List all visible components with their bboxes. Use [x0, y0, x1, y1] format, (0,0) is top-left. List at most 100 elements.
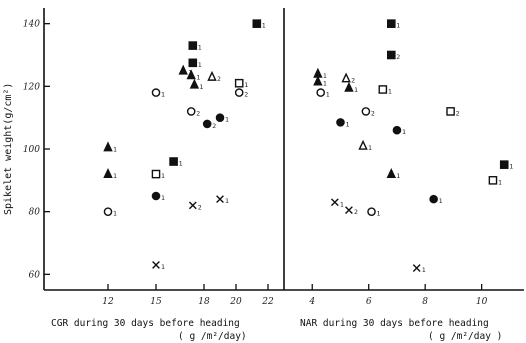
data-point-label: 1	[161, 91, 165, 99]
data-point-square-filled	[386, 50, 396, 60]
data-point-label: 1	[198, 44, 202, 52]
data-point-circle-filled	[202, 119, 212, 129]
data-point-label: 2	[212, 122, 216, 130]
data-point-label: 1	[402, 128, 406, 136]
data-point-label: 2	[217, 75, 221, 83]
data-point-square-open	[378, 85, 388, 94]
data-point-label: 1	[113, 172, 117, 180]
y-tick-label: 100	[23, 145, 40, 155]
data-point-circle-filled	[215, 113, 225, 122]
data-point-square-open	[151, 169, 161, 179]
data-point-triangle-filled	[344, 81, 354, 92]
x-tick-label: 4	[308, 297, 315, 307]
x-tick-label: 18	[198, 297, 210, 307]
data-point-square-filled	[499, 160, 509, 169]
data-point-square-open	[234, 78, 244, 88]
data-point-cross	[188, 201, 197, 210]
data-point-label: 1	[377, 210, 381, 218]
data-point-label: 1	[345, 120, 349, 128]
data-point-circle-open	[361, 107, 371, 116]
data-point-label: 1	[225, 116, 229, 124]
y-tick-label: 140	[23, 20, 40, 30]
data-point-label: 1	[439, 197, 443, 205]
data-point-circle-open	[316, 88, 326, 97]
data-point-triangle-filled	[103, 168, 113, 178]
data-point-label: 1	[368, 144, 372, 152]
data-point-label: 1	[422, 266, 426, 274]
x-tick-label: 15	[150, 297, 162, 307]
data-point-label: 1	[196, 73, 200, 81]
data-point-label: 1	[225, 197, 229, 205]
data-point-triangle-filled	[386, 168, 397, 178]
data-point-label: 1	[396, 22, 400, 30]
data-point-circle-open	[151, 88, 161, 97]
data-point-square-open	[488, 176, 498, 185]
x-tick-label: 8	[422, 297, 428, 307]
data-point-circle-open	[367, 207, 376, 216]
x-axis-label-left: CGR during 30 days before heading	[51, 318, 240, 329]
data-point-label: 1	[161, 172, 165, 180]
data-point-label: 2	[351, 77, 355, 85]
data-point-square-open	[446, 107, 455, 116]
data-point-label: 1	[396, 172, 400, 180]
data-point-label: 2	[456, 109, 460, 117]
data-point-cross	[412, 264, 421, 272]
x-tick-label: 20	[229, 297, 242, 307]
data-point-label: 1	[198, 61, 202, 69]
data-point-triangle-filled	[313, 75, 323, 86]
data-point-triangle-open	[207, 70, 217, 81]
data-point-label: 2	[396, 53, 400, 61]
data-point-label: 2	[196, 109, 200, 117]
x-axis-unit-left: ( g /m²/day)	[178, 331, 247, 342]
y-tick-label: 80	[29, 208, 41, 218]
data-point-label: 1	[340, 200, 344, 208]
x-tick-label: 6	[366, 297, 372, 307]
data-point-circle-filled	[336, 118, 345, 127]
x-axis-label-right: NAR during 30 days before heading	[300, 318, 489, 329]
data-point-square-filled	[188, 58, 198, 68]
data-point-label: 1	[326, 91, 330, 99]
data-point-circle-filled	[392, 125, 402, 135]
data-point-square-filled	[188, 41, 198, 50]
data-point-triangle-filled	[186, 69, 196, 80]
data-point-label: 2	[371, 109, 375, 117]
data-point-square-filled	[252, 19, 262, 28]
data-point-cross	[330, 198, 339, 207]
data-point-square-filled	[386, 19, 396, 28]
data-point-label: 1	[244, 81, 248, 89]
x-tick-label: 10	[476, 297, 488, 307]
data-point-circle-filled	[429, 194, 438, 204]
data-point-label: 1	[179, 160, 183, 168]
x-axis-unit-right: ( g /m²/day )	[428, 331, 502, 342]
chart-marks: 6080100120140121518202211111111111112222…	[23, 19, 513, 307]
data-point-label: 1	[262, 22, 266, 30]
data-point-cross	[345, 206, 353, 214]
x-tick-label: 22	[261, 297, 274, 307]
data-point-label: 2	[244, 91, 248, 99]
data-point-label: 1	[161, 263, 165, 271]
data-point-triangle-open	[358, 139, 368, 150]
data-point-label: 1	[323, 80, 327, 88]
data-point-label: 1	[199, 83, 203, 91]
y-tick-label: 60	[29, 270, 41, 280]
data-point-circle-open	[186, 107, 196, 116]
data-point-label: 1	[161, 194, 165, 202]
data-point-label: 1	[509, 163, 513, 171]
y-axis-label: Spikelet weight(g/cm²)	[3, 83, 14, 215]
data-point-triangle-filled	[178, 64, 188, 75]
data-point-cross	[152, 261, 160, 269]
data-point-triangle-open	[341, 72, 351, 83]
data-point-cross	[216, 195, 224, 204]
data-point-label: 2	[198, 203, 202, 211]
data-point-square-filled	[169, 157, 178, 166]
data-point-label: 1	[323, 72, 327, 80]
data-point-triangle-filled	[103, 141, 113, 152]
data-point-label: 1	[113, 210, 117, 218]
data-point-label: 2	[354, 208, 358, 216]
data-point-label: 1	[354, 86, 358, 94]
x-tick-label: 12	[102, 297, 114, 307]
data-point-label: 1	[388, 87, 392, 95]
data-point-triangle-filled	[189, 78, 200, 89]
y-tick-label: 120	[23, 82, 40, 92]
